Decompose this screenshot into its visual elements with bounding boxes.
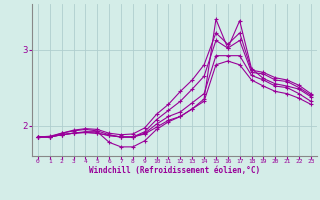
- X-axis label: Windchill (Refroidissement éolien,°C): Windchill (Refroidissement éolien,°C): [89, 166, 260, 175]
